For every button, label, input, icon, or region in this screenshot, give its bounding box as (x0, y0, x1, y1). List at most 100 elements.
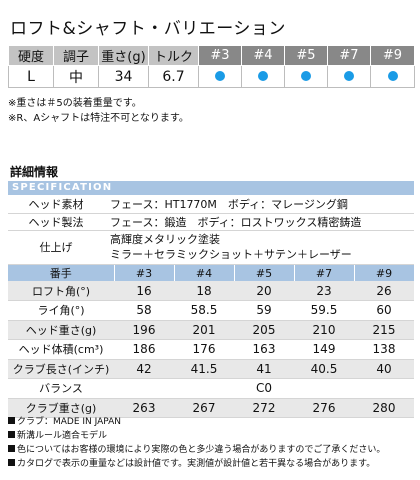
table-cell: 26 (354, 281, 414, 301)
table-cell: 138 (354, 339, 414, 360)
specification-bar: SPECIFICATION (8, 181, 414, 195)
column-no7: #7 (294, 265, 355, 281)
table-cell: 41.5 (174, 359, 234, 379)
table-cell: 186 (114, 339, 174, 360)
row-loft: ロフト角(°) 16 18 20 23 26 (8, 281, 414, 301)
cell-no4 (241, 65, 285, 88)
spec-label: ヘッド製法 (8, 213, 104, 231)
column-no3: #3 (114, 265, 175, 281)
row-head-weight: ヘッド重さ(g) 196 201 205 210 215 (8, 320, 414, 340)
balance-value: C0 (114, 378, 414, 399)
table-cell: 263 (114, 398, 174, 418)
spec-value: フェース：HT1770M ボディ：マレージング鋼 (104, 196, 414, 214)
header-hardness: 硬度 (8, 45, 54, 66)
finish-line-1: 高輝度メタリック塗装 (110, 233, 220, 246)
table-cell: 23 (294, 281, 354, 301)
cell-hardness: L (8, 65, 54, 88)
cell-torque: 6.7 (148, 65, 199, 88)
table-cell: 60 (354, 300, 414, 321)
page-title: ロフト&シャフト・バリエーション (10, 19, 286, 39)
spec-table: ヘッド素材 フェース：HT1770M ボディ：マレージング鋼 ヘッド製法 フェー… (8, 196, 414, 265)
cell-no5 (284, 65, 328, 88)
row-label: ヘッド重さ(g) (8, 320, 114, 340)
row-head-volume: ヘッド体積(cm³) 186 176 163 149 138 (8, 339, 414, 360)
footnote: 新溝ルール適合モデル (8, 428, 107, 441)
table-cell: 176 (174, 339, 234, 360)
square-bullet-icon (8, 431, 15, 438)
header-weight: 重さ(g) (98, 45, 149, 66)
availability-dot-icon (301, 70, 311, 81)
row-label: ライ角(°) (8, 300, 114, 321)
cell-no7 (327, 65, 371, 88)
spec-value: 高輝度メタリック塗装 ミラー＋セラミックショット＋サテン＋レーザー (104, 230, 414, 265)
square-bullet-icon (8, 417, 15, 424)
row-label: ヘッド体積(cm³) (8, 339, 114, 360)
header-kick-point: 調子 (53, 45, 99, 66)
row-label: バランス (8, 378, 114, 399)
availability-dot-icon (258, 70, 268, 81)
footnote: 色についてはお客様の環境により実際の色と多少違う場合がありますのでご了承ください… (8, 442, 385, 455)
table-cell: 58.5 (174, 300, 234, 321)
cell-weight: 34 (98, 65, 149, 88)
table-cell: 210 (294, 320, 354, 340)
header-no5: #5 (284, 45, 328, 66)
row-lie: ライ角(°) 58 58.5 59 59.5 60 (8, 300, 414, 321)
cell-kick-point: 中 (53, 65, 99, 88)
square-bullet-icon (8, 445, 15, 452)
table-cell: 149 (294, 339, 354, 360)
square-bullet-icon (8, 459, 15, 466)
table-cell: 58 (114, 300, 174, 321)
table-cell: 20 (234, 281, 294, 301)
cell-no3 (198, 65, 242, 88)
spec-value: フェース：鍛造 ボディ：ロストワックス精密鋳造 (104, 213, 414, 231)
table-cell: 16 (114, 281, 174, 301)
spec-label: 仕上げ (8, 230, 104, 265)
table-cell: 42 (114, 359, 174, 379)
cell-no9 (370, 65, 415, 88)
row-label: ロフト角(°) (8, 281, 114, 301)
table-cell: 267 (174, 398, 234, 418)
spec-row: 仕上げ 高輝度メタリック塗装 ミラー＋セラミックショット＋サテン＋レーザー (8, 230, 414, 265)
table-cell: 41 (234, 359, 294, 379)
header-no9: #9 (370, 45, 415, 66)
availability-dot-icon (344, 70, 354, 81)
loft-shaft-table: 硬度 調子 重さ(g) トルク #3 #4 #5 #7 #9 L 中 34 6.… (8, 45, 415, 88)
header-torque: トルク (148, 45, 199, 66)
row-balance: バランス C0 (8, 378, 414, 399)
table-cell: 40.5 (294, 359, 354, 379)
table-cell: 201 (174, 320, 234, 340)
row-club-length: クラブ長さ(インチ) 42 41.5 41 40.5 40 (8, 359, 414, 379)
column-no5: #5 (234, 265, 295, 281)
row-label: クラブ長さ(インチ) (8, 359, 114, 379)
spec-row: ヘッド素材 フェース：HT1770M ボディ：マレージング鋼 (8, 196, 414, 214)
availability-dot-icon (215, 70, 225, 81)
table-cell: 163 (234, 339, 294, 360)
column-no4: #4 (174, 265, 235, 281)
club-spec-table: 番手 #3 #4 #5 #7 #9 ロフト角(°) 16 18 20 23 26… (8, 265, 415, 418)
table-cell: 59 (234, 300, 294, 321)
table-cell: 59.5 (294, 300, 354, 321)
finish-line-2: ミラー＋セラミックショット＋サテン＋レーザー (110, 248, 352, 261)
table-cell: 196 (114, 320, 174, 340)
note-weight: ※重さは＃5の装着重量です。 (8, 98, 142, 109)
header-no3: #3 (198, 45, 242, 66)
row-label: クラブ重さ(g) (8, 398, 114, 418)
detail-heading: 詳細情報 (10, 165, 59, 179)
footnote: カタログで表示の重量などは設計値です。実測値が設計値と若干異なる場合があります。 (8, 456, 375, 469)
table-cell: 215 (354, 320, 414, 340)
availability-dot-icon (387, 70, 398, 81)
column-no9: #9 (354, 265, 415, 281)
table-cell: 272 (234, 398, 294, 418)
table-cell: 18 (174, 281, 234, 301)
header-club-number: 番手 (8, 265, 115, 281)
footnote: クラブ：MADE IN JAPAN (8, 414, 121, 427)
header-no7: #7 (327, 45, 371, 66)
header-no4: #4 (241, 45, 285, 66)
table-cell: 205 (234, 320, 294, 340)
table-cell: 276 (294, 398, 354, 418)
row-club-weight: クラブ重さ(g) 263 267 272 276 280 (8, 398, 414, 418)
table-cell: 40 (354, 359, 414, 379)
spec-row: ヘッド製法 フェース：鍛造 ボディ：ロストワックス精密鋳造 (8, 213, 414, 231)
table-cell: 280 (354, 398, 414, 418)
spec-label: ヘッド素材 (8, 196, 104, 214)
